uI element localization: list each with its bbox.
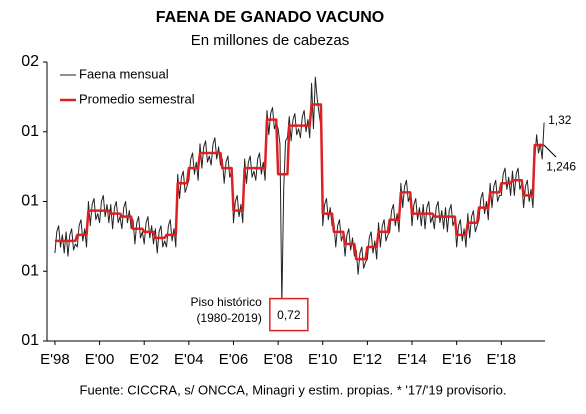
leader-line <box>543 144 557 158</box>
x-tick-label: E'10 <box>308 351 338 368</box>
y-tick-label: 01 <box>21 193 39 210</box>
point-label: 1,32 <box>548 113 572 127</box>
x-tick-label: E'98 <box>40 351 70 368</box>
annotation: (1980-2019) <box>196 311 261 325</box>
x-tick-label: E'12 <box>353 351 383 368</box>
y-tick-label: 01 <box>21 262 39 279</box>
label-box <box>269 297 309 332</box>
x-tick-label: E'08 <box>263 351 293 368</box>
legend-label: Faena mensual <box>79 66 169 81</box>
x-tick-label: E'14 <box>397 351 427 368</box>
point-label: 1,246 <box>546 159 576 173</box>
x-tick-label: E'18 <box>487 351 517 368</box>
chart-subtitle: En millones de cabezas <box>191 32 349 49</box>
source-note: Fuente: CICCRA, s/ ONCCA, Minagri y esti… <box>80 382 507 397</box>
y-tick-label: 01 <box>21 332 39 349</box>
chart-title: FAENA DE GANADO VACUNO <box>156 9 384 26</box>
annotation: Piso histórico <box>190 295 262 309</box>
x-tick-label: E'04 <box>174 351 204 368</box>
x-tick-label: E'00 <box>85 351 115 368</box>
series-line <box>54 76 545 306</box>
x-tick-label: E'02 <box>129 351 159 368</box>
point-label: 0,72 <box>277 308 301 322</box>
x-tick-label: E'16 <box>442 351 472 368</box>
y-tick-label: 02 <box>21 53 39 70</box>
y-tick-label: 01 <box>21 123 39 140</box>
legend-label: Promedio semestral <box>79 91 195 106</box>
x-tick-label: E'06 <box>219 351 249 368</box>
series-line <box>54 103 545 261</box>
